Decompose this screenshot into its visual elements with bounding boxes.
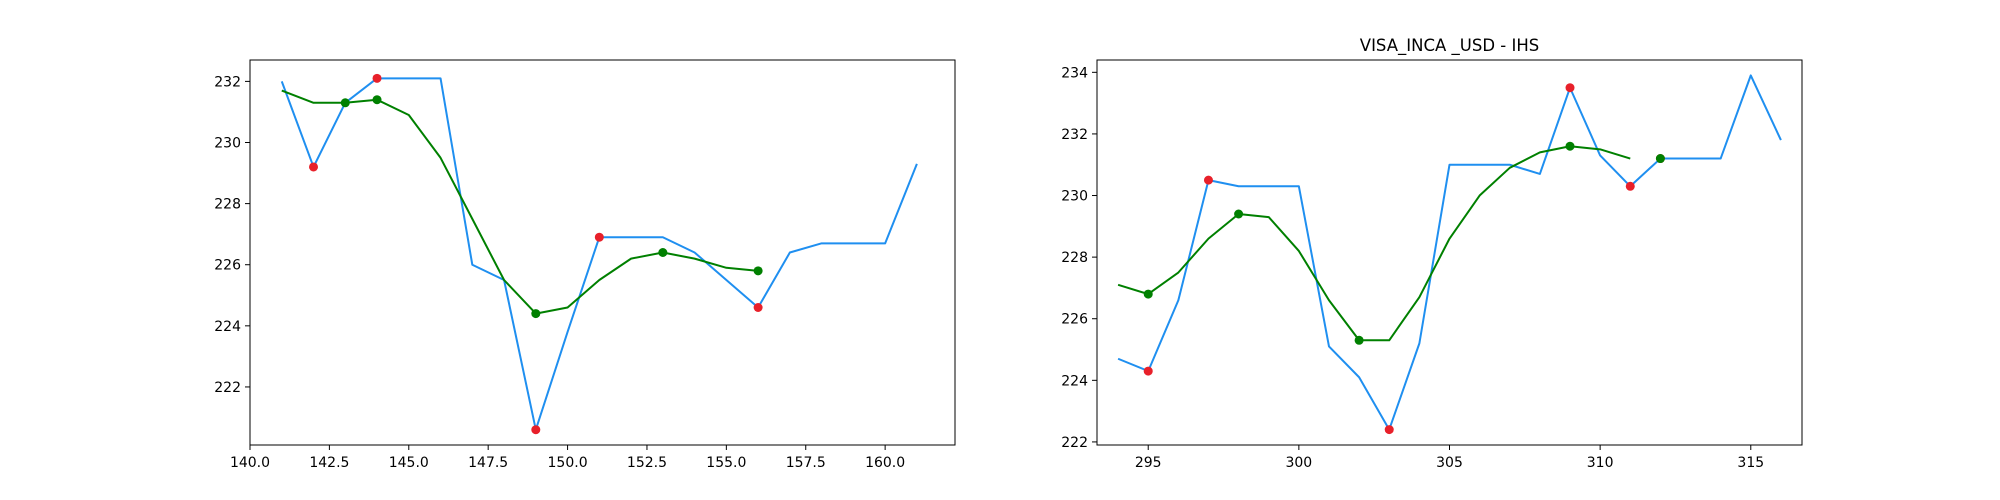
x-tick-label: 310 bbox=[1587, 455, 1614, 471]
data-point bbox=[1565, 83, 1575, 93]
data-point bbox=[594, 232, 604, 242]
data-point bbox=[1625, 181, 1635, 191]
x-tick-label: 152.5 bbox=[627, 455, 667, 471]
y-tick-label: 234 bbox=[1061, 65, 1088, 81]
data-point bbox=[1143, 366, 1153, 376]
data-point bbox=[340, 98, 350, 108]
x-tick-label: 155.0 bbox=[706, 455, 746, 471]
x-tick-label: 145.0 bbox=[389, 455, 429, 471]
x-tick-label: 160.0 bbox=[865, 455, 905, 471]
x-tick-label: 142.5 bbox=[309, 455, 349, 471]
y-tick-label: 226 bbox=[1061, 312, 1088, 328]
data-point bbox=[1354, 335, 1364, 345]
data-point bbox=[1565, 141, 1575, 151]
series-line-1 bbox=[1117, 74, 1782, 431]
axes-frame bbox=[249, 59, 956, 446]
data-point bbox=[372, 73, 382, 83]
y-tick-label: 222 bbox=[214, 380, 241, 396]
data-point bbox=[753, 266, 763, 276]
chart-2: 295 300 305 310 315 222 224 226 228 230 232 234 VISA… bbox=[1061, 36, 1803, 471]
data-point bbox=[309, 162, 319, 172]
data-point bbox=[1655, 154, 1665, 164]
y-tick-label: 232 bbox=[214, 74, 241, 90]
y-tick-label: 228 bbox=[214, 197, 241, 213]
data-point bbox=[1384, 425, 1394, 435]
x-tick-label: 157.5 bbox=[786, 455, 826, 471]
data-point bbox=[753, 303, 763, 312]
x-tick-label: 305 bbox=[1436, 455, 1463, 471]
y-tick-label: 224 bbox=[214, 319, 241, 335]
y-tick-label: 224 bbox=[1061, 373, 1088, 389]
series-line-2 bbox=[1117, 145, 1631, 342]
x-tick-label: 147.5 bbox=[468, 455, 508, 471]
data-point bbox=[658, 248, 668, 257]
y-tick-label: 226 bbox=[214, 258, 241, 274]
data-point bbox=[1143, 289, 1153, 299]
x-tick-label: 315 bbox=[1737, 455, 1764, 471]
data-point bbox=[1203, 175, 1213, 185]
y-tick-label: 230 bbox=[214, 136, 241, 152]
data-point bbox=[531, 425, 541, 435]
y-tick-label: 228 bbox=[1061, 250, 1088, 266]
series-line-2 bbox=[281, 89, 759, 315]
x-tick-label: 300 bbox=[1285, 455, 1312, 471]
y-tick-label: 222 bbox=[1061, 435, 1088, 451]
chart-title: VISA_INCA _USD - IHS bbox=[1360, 36, 1539, 56]
data-point bbox=[372, 95, 382, 105]
x-tick-label: 150.0 bbox=[548, 455, 588, 471]
x-tick-label: 295 bbox=[1135, 455, 1162, 471]
data-point bbox=[531, 309, 541, 319]
data-point bbox=[1234, 209, 1244, 219]
x-tick-label: 140.0 bbox=[230, 455, 270, 471]
y-tick-label: 232 bbox=[1061, 127, 1088, 143]
y-tick-label: 230 bbox=[1061, 189, 1088, 205]
chart-1: 140.0 142.5 145.0 147.5 150.0 152.5 155.0 157.5… bbox=[214, 59, 956, 471]
